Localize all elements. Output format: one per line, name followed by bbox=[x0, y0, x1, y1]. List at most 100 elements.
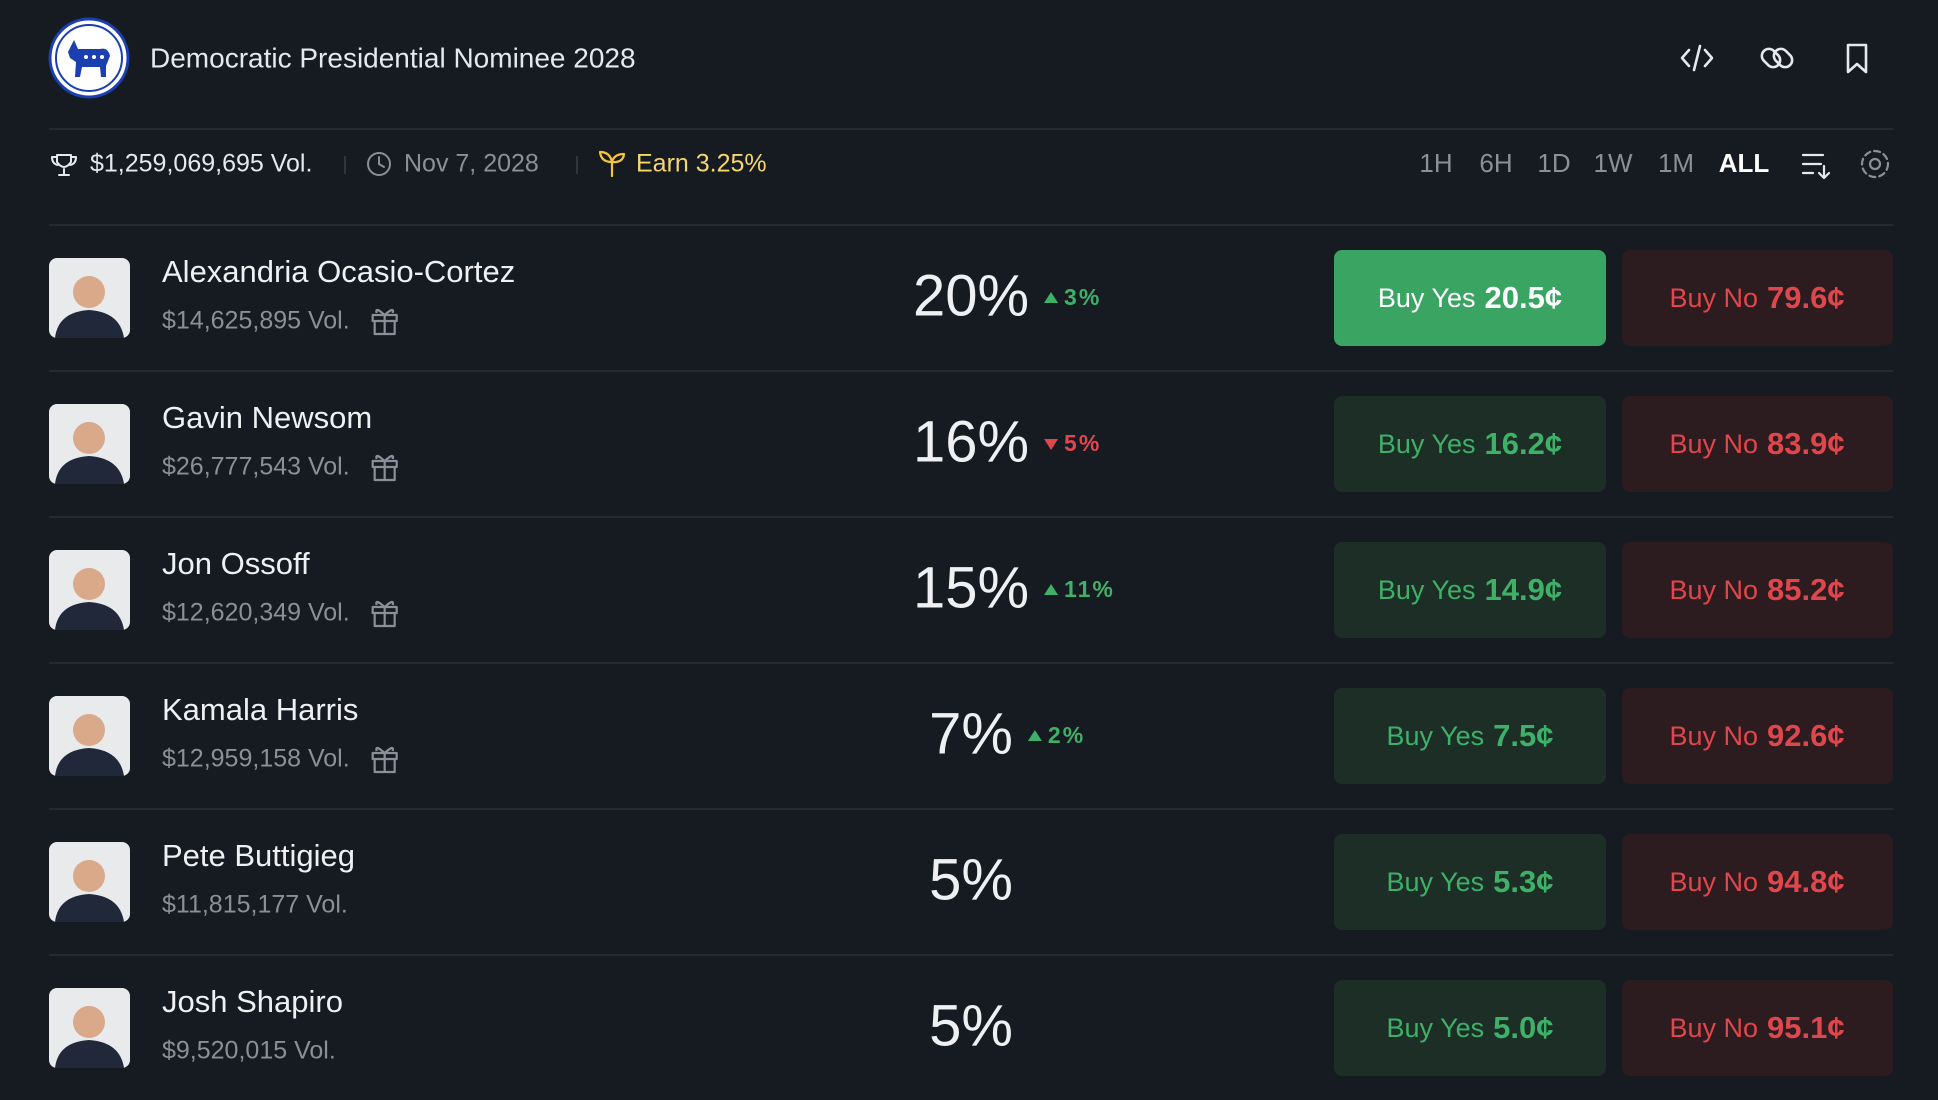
buy-no-button[interactable] bbox=[1622, 396, 1893, 492]
change-arrow bbox=[1027, 730, 1042, 741]
avatar-body bbox=[55, 1040, 124, 1068]
gift-icon bbox=[371, 746, 398, 774]
outcome-row[interactable]: Alexandria Ocasio-Cortez $14,625,895 Vol.… bbox=[49, 250, 1893, 372]
buy-no-price: 79.6¢ bbox=[1767, 280, 1845, 315]
sort-icon[interactable] bbox=[1801, 153, 1831, 180]
logo bbox=[48, 17, 130, 99]
time-range-button[interactable]: 1W bbox=[1594, 148, 1633, 178]
outcome-row[interactable]: Pete Buttigieg $11,815,177 Vol. 5% Buy Yes 5… bbox=[49, 834, 1893, 956]
probability-change: 3% bbox=[1064, 284, 1101, 310]
buy-no-text[interactable]: Buy No 85.2¢ bbox=[1669, 572, 1844, 607]
outcome-volume: $26,777,543 Vol. bbox=[162, 453, 350, 481]
avatar-body bbox=[55, 748, 124, 776]
change-arrow bbox=[1044, 439, 1059, 450]
buy-yes-button[interactable] bbox=[1334, 834, 1606, 930]
avatar-head bbox=[73, 714, 105, 746]
probability: 20% bbox=[913, 263, 1029, 328]
probability-change: 2% bbox=[1048, 722, 1085, 748]
buy-no-label: Buy No bbox=[1669, 721, 1758, 751]
buy-no-button[interactable] bbox=[1622, 834, 1893, 930]
buy-yes-button[interactable] bbox=[1334, 250, 1606, 346]
buy-yes-label: Buy Yes bbox=[1387, 721, 1485, 751]
outcome-volume: $12,620,349 Vol. bbox=[162, 599, 350, 627]
gift-icon bbox=[371, 600, 398, 628]
buy-no-price: 85.2¢ bbox=[1767, 572, 1845, 607]
buy-yes-text[interactable]: Buy Yes 5.0¢ bbox=[1387, 1010, 1554, 1045]
buy-no-text[interactable]: Buy No 94.8¢ bbox=[1669, 864, 1844, 899]
bookmark-button[interactable] bbox=[1846, 43, 1868, 74]
link-button[interactable] bbox=[1759, 46, 1795, 70]
time-range-button[interactable]: 1H bbox=[1419, 148, 1452, 178]
time-range-button[interactable]: 1D bbox=[1537, 148, 1570, 178]
buy-no-text[interactable]: Buy No 92.6¢ bbox=[1669, 718, 1844, 753]
outcome-name: Gavin Newsom bbox=[162, 400, 372, 435]
avatar-head bbox=[73, 568, 105, 600]
buy-yes-label: Buy Yes bbox=[1378, 429, 1476, 459]
embed-button[interactable] bbox=[1680, 44, 1714, 72]
buy-yes-price: 16.2¢ bbox=[1485, 426, 1563, 461]
avatar-body bbox=[55, 602, 124, 630]
outcome-volume: $11,815,177 Vol. bbox=[162, 891, 348, 919]
buy-yes-label: Buy Yes bbox=[1378, 283, 1476, 313]
buy-yes-price: 14.9¢ bbox=[1485, 572, 1563, 607]
buy-yes-price: 7.5¢ bbox=[1493, 718, 1553, 753]
trophy-icon bbox=[51, 154, 77, 176]
settings-icon[interactable] bbox=[1860, 149, 1890, 179]
probability: 15% bbox=[913, 555, 1029, 620]
buy-yes-label: Buy Yes bbox=[1387, 1013, 1485, 1043]
time-range-button[interactable]: 1M bbox=[1658, 148, 1694, 178]
avatar-head bbox=[73, 276, 105, 308]
buy-no-text[interactable]: Buy No 83.9¢ bbox=[1669, 426, 1844, 461]
buy-yes-label: Buy Yes bbox=[1387, 867, 1485, 897]
change-arrow bbox=[1044, 292, 1059, 303]
outcome-row[interactable]: Jon Ossoff $12,620,349 Vol. 15% 11% Buy Yes 1… bbox=[49, 542, 1893, 664]
avatar-body bbox=[55, 894, 124, 922]
buy-yes-button[interactable] bbox=[1334, 980, 1606, 1076]
outcome-name: Alexandria Ocasio-Cortez bbox=[162, 254, 515, 289]
outcome-row[interactable]: Kamala Harris $12,959,158 Vol. 7% 2% Buy Yes… bbox=[49, 688, 1893, 810]
buy-yes-text[interactable]: Buy Yes 14.9¢ bbox=[1378, 572, 1562, 607]
buy-yes-button[interactable] bbox=[1334, 688, 1606, 784]
market-title: Democratic Presidential Nominee 2028 bbox=[150, 42, 636, 73]
avatar-body bbox=[55, 310, 124, 338]
outcome-name: Kamala Harris bbox=[162, 692, 358, 727]
outcome-volume: $9,520,015 Vol. bbox=[162, 1037, 336, 1065]
time-range-button[interactable]: 6H bbox=[1479, 148, 1512, 178]
probability: 16% bbox=[913, 409, 1029, 474]
buy-no-button[interactable] bbox=[1622, 980, 1893, 1076]
buy-no-text[interactable]: Buy No 95.1¢ bbox=[1669, 1010, 1844, 1045]
buy-yes-label: Buy Yes bbox=[1378, 575, 1476, 605]
outcome-name: Pete Buttigieg bbox=[162, 838, 355, 873]
buy-no-text[interactable]: Buy No 79.6¢ bbox=[1669, 280, 1844, 315]
buy-yes-text[interactable]: Buy Yes 7.5¢ bbox=[1387, 718, 1554, 753]
avatar-head bbox=[73, 422, 105, 454]
buy-no-price: 95.1¢ bbox=[1767, 1010, 1845, 1045]
buy-yes-button[interactable] bbox=[1334, 542, 1606, 638]
buy-yes-price: 5.0¢ bbox=[1493, 1010, 1553, 1045]
outcome-row[interactable]: Josh Shapiro $9,520,015 Vol. 5% Buy Yes 5.0¢… bbox=[49, 980, 1893, 1076]
buy-yes-text[interactable]: Buy Yes 5.3¢ bbox=[1387, 864, 1554, 899]
outcome-name: Jon Ossoff bbox=[162, 546, 310, 581]
outcome-volume: $14,625,895 Vol. bbox=[162, 307, 350, 335]
buy-yes-button[interactable] bbox=[1334, 396, 1606, 492]
buy-no-button[interactable] bbox=[1622, 542, 1893, 638]
buy-yes-text[interactable]: Buy Yes 20.5¢ bbox=[1378, 280, 1562, 315]
change-arrow bbox=[1044, 584, 1059, 595]
avatar-body bbox=[55, 456, 124, 484]
buy-no-label: Buy No bbox=[1669, 429, 1758, 459]
avatar-head bbox=[73, 860, 105, 892]
buy-yes-text[interactable]: Buy Yes 16.2¢ bbox=[1378, 426, 1562, 461]
buy-yes-price: 5.3¢ bbox=[1493, 864, 1553, 899]
outcome-volume: $12,959,158 Vol. bbox=[162, 745, 350, 773]
outcome-name: Josh Shapiro bbox=[162, 984, 343, 1019]
avatar-head bbox=[73, 1006, 105, 1038]
buy-no-button[interactable] bbox=[1622, 688, 1893, 784]
earn-rate[interactable]: Earn 3.25% bbox=[636, 150, 767, 178]
time-range-button[interactable]: ALL bbox=[1719, 148, 1770, 178]
buy-no-price: 83.9¢ bbox=[1767, 426, 1845, 461]
total-volume: $1,259,069,695 Vol. bbox=[90, 150, 312, 178]
buy-no-button[interactable] bbox=[1622, 250, 1893, 346]
outcome-row[interactable]: Gavin Newsom $26,777,543 Vol. 16% 5% Buy Yes… bbox=[49, 396, 1893, 518]
